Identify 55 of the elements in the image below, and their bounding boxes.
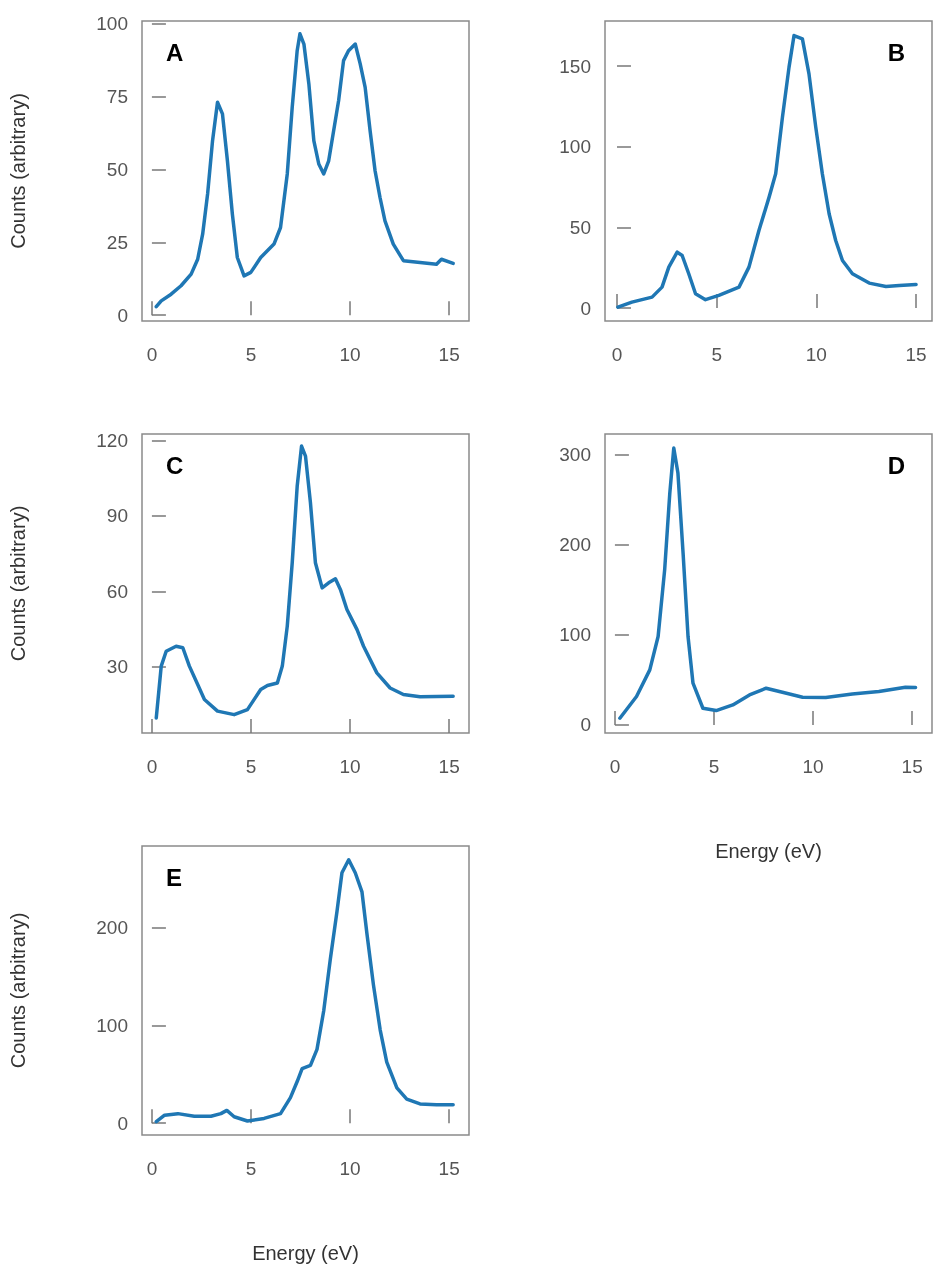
x-tick-label: 10 [339, 1158, 361, 1179]
y-tick-label: 0 [117, 1112, 128, 1134]
x-tick-label: 5 [708, 756, 720, 777]
x-tick-label: 5 [711, 344, 722, 365]
text: D [887, 451, 906, 479]
y-tick-label: 200 [559, 534, 591, 556]
x-tick-label: 15 [438, 344, 460, 365]
y-tick-label: 75 [106, 86, 128, 108]
x-tick-label: 0 [146, 756, 158, 777]
y-tick-label: 50 [569, 216, 591, 238]
x-tick-label: 15 [901, 756, 923, 777]
y-tick-label: 100 [96, 1014, 128, 1036]
y-tick-label: 120 [96, 430, 128, 452]
y-axis-title: Counts (arbitrary) [7, 93, 29, 249]
y-tick-label: 0 [580, 297, 591, 319]
text: A [166, 38, 184, 66]
x-tick-label: 15 [905, 344, 927, 365]
x-tick-label: 5 [245, 756, 257, 777]
y-tick-label: 100 [559, 136, 591, 158]
y-tick-label: 100 [559, 624, 591, 646]
x-axis-title: Energy (eV) [252, 1242, 359, 1264]
x-tick-label: 5 [245, 344, 257, 365]
text: E [166, 863, 183, 891]
x-tick-label: 0 [146, 344, 158, 365]
line-series [616, 33, 918, 309]
line-series [154, 32, 455, 309]
y-tick-label: 30 [106, 656, 128, 678]
x-tick-label: 10 [339, 344, 361, 365]
x-tick-label: 0 [609, 756, 621, 777]
y-tick-label: 0 [117, 304, 128, 326]
text: C [166, 451, 184, 479]
x-tick-label: 10 [805, 344, 827, 365]
line-series [154, 444, 455, 720]
y-tick-label: 100 [96, 13, 128, 35]
y-tick-label: 300 [559, 444, 591, 466]
x-tick-label: 10 [339, 756, 361, 777]
line-series [154, 858, 455, 1124]
y-axis-title: Counts (arbitrary) [7, 912, 29, 1069]
y-tick-label: 200 [96, 916, 128, 938]
x-axis-title: Energy (eV) [715, 840, 822, 862]
y-tick-label: 90 [106, 505, 128, 527]
y-tick-label: 25 [106, 231, 128, 253]
x-tick-label: 15 [438, 1158, 460, 1179]
y-axis-title: Counts (arbitrary) [7, 505, 29, 662]
y-tick-label: 0 [580, 714, 591, 736]
y-tick-label: 50 [106, 159, 128, 181]
x-tick-label: 0 [611, 344, 623, 365]
x-tick-label: 5 [245, 1158, 257, 1179]
x-tick-label: 0 [146, 1158, 158, 1179]
x-tick-label: 10 [802, 756, 824, 777]
y-tick-label: 60 [106, 580, 128, 602]
text: B [887, 38, 906, 66]
x-tick-label: 15 [438, 756, 460, 777]
y-tick-label: 150 [559, 55, 591, 77]
line-series [618, 446, 918, 720]
